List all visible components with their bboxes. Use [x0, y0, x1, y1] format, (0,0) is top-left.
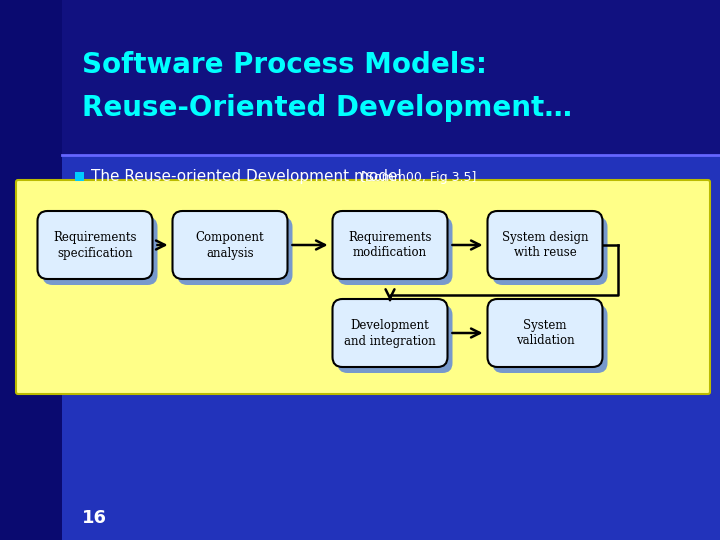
Text: Reuse-Oriented Development…: Reuse-Oriented Development…	[82, 94, 572, 122]
FancyBboxPatch shape	[333, 299, 448, 367]
Text: Component
analysis: Component analysis	[196, 231, 264, 260]
Text: Software Process Models:: Software Process Models:	[82, 51, 487, 79]
FancyBboxPatch shape	[178, 217, 292, 285]
Text: 16: 16	[82, 509, 107, 527]
FancyBboxPatch shape	[173, 211, 287, 279]
Text: System design
with reuse: System design with reuse	[502, 231, 588, 260]
FancyBboxPatch shape	[492, 305, 608, 373]
Bar	[75, 172, 84, 181]
Text: [Somm00, Fig 3.5]: [Somm00, Fig 3.5]	[361, 171, 477, 184]
FancyBboxPatch shape	[487, 211, 603, 279]
FancyBboxPatch shape	[333, 211, 448, 279]
Text: The Reuse-oriented Development model: The Reuse-oriented Development model	[91, 170, 407, 185]
Bar	[62, 0, 720, 155]
Text: Requirements
modification: Requirements modification	[348, 231, 432, 260]
Bar	[0, 0, 62, 540]
FancyBboxPatch shape	[338, 305, 452, 373]
FancyBboxPatch shape	[37, 211, 153, 279]
FancyBboxPatch shape	[16, 180, 710, 394]
Text: Development
and integration: Development and integration	[344, 319, 436, 348]
FancyBboxPatch shape	[338, 217, 452, 285]
Text: Requirements
specification: Requirements specification	[53, 231, 137, 260]
FancyBboxPatch shape	[42, 217, 158, 285]
Text: System
validation: System validation	[516, 319, 575, 348]
FancyBboxPatch shape	[492, 217, 608, 285]
FancyBboxPatch shape	[487, 299, 603, 367]
